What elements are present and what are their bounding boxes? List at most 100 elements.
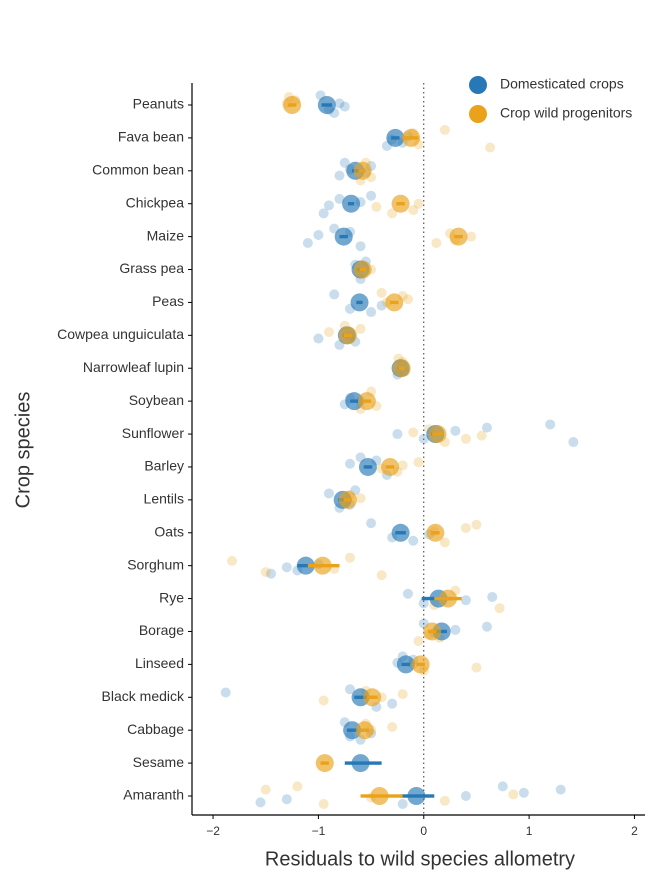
raw-point bbox=[345, 458, 356, 469]
confidence-interval bbox=[432, 432, 443, 436]
raw-point bbox=[318, 208, 329, 219]
y-tick-label: Sunflower bbox=[122, 425, 185, 441]
raw-point bbox=[334, 193, 345, 204]
raw-point bbox=[366, 518, 377, 529]
y-tick-label: Cabbage bbox=[127, 721, 184, 737]
raw-point bbox=[418, 598, 429, 609]
y-tick-label: Lentils bbox=[144, 491, 184, 507]
raw-point bbox=[392, 429, 403, 440]
raw-point bbox=[313, 333, 324, 344]
legend-marker bbox=[469, 76, 487, 94]
y-tick-label: Peanuts bbox=[133, 96, 184, 112]
raw-point bbox=[376, 287, 387, 298]
confidence-interval bbox=[346, 728, 358, 732]
y-tick-label: Maize bbox=[147, 227, 185, 243]
raw-point bbox=[518, 787, 529, 798]
raw-point bbox=[545, 419, 556, 430]
raw-point bbox=[323, 327, 334, 338]
raw-point bbox=[439, 537, 450, 548]
y-tick-label: Cowpea unguiculata bbox=[57, 326, 184, 342]
raw-point bbox=[481, 621, 492, 632]
confidence-interval bbox=[385, 465, 395, 469]
raw-point bbox=[313, 230, 324, 241]
confidence-interval bbox=[401, 662, 411, 667]
y-axis-label: Crop species bbox=[12, 392, 34, 509]
raw-point bbox=[260, 784, 271, 795]
legend-label: Crop wild progenitors bbox=[500, 105, 632, 121]
raw-point bbox=[387, 698, 398, 709]
raw-point bbox=[487, 591, 498, 602]
raw-point bbox=[302, 238, 313, 249]
confidence-interval bbox=[400, 794, 435, 798]
raw-point bbox=[408, 205, 419, 216]
raw-point bbox=[371, 201, 382, 212]
confidence-interval bbox=[356, 300, 363, 305]
x-tick-label: 0 bbox=[420, 824, 427, 838]
y-tick-label: Sesame bbox=[133, 754, 185, 770]
confidence-interval bbox=[307, 563, 340, 568]
y-tick-label: Narrowleaf lupin bbox=[83, 359, 184, 375]
raw-point bbox=[376, 570, 387, 581]
x-tick-label: −1 bbox=[312, 824, 326, 838]
confidence-interval bbox=[431, 531, 440, 535]
raw-point bbox=[476, 430, 487, 441]
raw-point bbox=[334, 98, 345, 109]
raw-point bbox=[413, 636, 424, 647]
raw-point bbox=[402, 294, 413, 305]
confidence-interval bbox=[321, 103, 333, 107]
raw-point bbox=[485, 142, 496, 153]
confidence-interval bbox=[297, 563, 316, 568]
raw-point bbox=[555, 784, 566, 795]
y-tick-label: Borage bbox=[139, 622, 184, 638]
confidence-interval bbox=[398, 366, 405, 370]
raw-point bbox=[408, 427, 419, 438]
raw-point bbox=[334, 170, 345, 181]
confidence-interval bbox=[362, 399, 372, 403]
raw-point bbox=[508, 789, 519, 800]
raw-point bbox=[460, 791, 471, 801]
raw-point bbox=[227, 555, 238, 566]
x-axis-label: Residuals to wild species allometry bbox=[265, 848, 575, 870]
y-tick-label: Amaranth bbox=[123, 787, 184, 803]
raw-point bbox=[413, 457, 424, 468]
confidence-interval bbox=[434, 596, 462, 601]
raw-point bbox=[266, 568, 277, 579]
raw-point bbox=[397, 799, 408, 809]
confidence-interval bbox=[347, 202, 355, 206]
confidence-interval bbox=[343, 498, 353, 502]
raw-point bbox=[355, 241, 366, 252]
confidence-interval bbox=[354, 695, 367, 699]
y-tick-label: Sorghum bbox=[127, 556, 184, 572]
raw-point bbox=[329, 289, 340, 300]
legend-marker bbox=[469, 105, 487, 123]
raw-point bbox=[460, 433, 471, 444]
raw-point bbox=[439, 795, 450, 806]
raw-point bbox=[220, 687, 231, 698]
raw-point bbox=[387, 208, 398, 219]
raw-point bbox=[339, 157, 350, 168]
raw-point bbox=[481, 422, 492, 433]
y-tick-label: Rye bbox=[159, 589, 184, 605]
raw-point bbox=[355, 323, 366, 334]
raw-point bbox=[323, 488, 334, 499]
confidence-interval bbox=[320, 761, 329, 765]
x-tick-label: 2 bbox=[631, 824, 638, 838]
raw-point bbox=[366, 307, 377, 318]
raw-point bbox=[345, 684, 356, 695]
raw-point bbox=[439, 124, 450, 135]
raw-point bbox=[494, 603, 505, 614]
x-tick-label: −2 bbox=[206, 824, 220, 838]
confidence-interval bbox=[344, 761, 382, 765]
raw-point bbox=[355, 493, 366, 504]
confidence-interval bbox=[343, 333, 353, 338]
raw-point bbox=[387, 721, 398, 732]
raw-point bbox=[323, 200, 334, 211]
confidence-interval bbox=[359, 169, 366, 173]
raw-point bbox=[281, 562, 292, 573]
raw-point bbox=[376, 300, 387, 311]
confidence-interval bbox=[390, 300, 399, 305]
y-tick-label: Black medick bbox=[102, 688, 185, 704]
confidence-interval bbox=[402, 136, 419, 140]
